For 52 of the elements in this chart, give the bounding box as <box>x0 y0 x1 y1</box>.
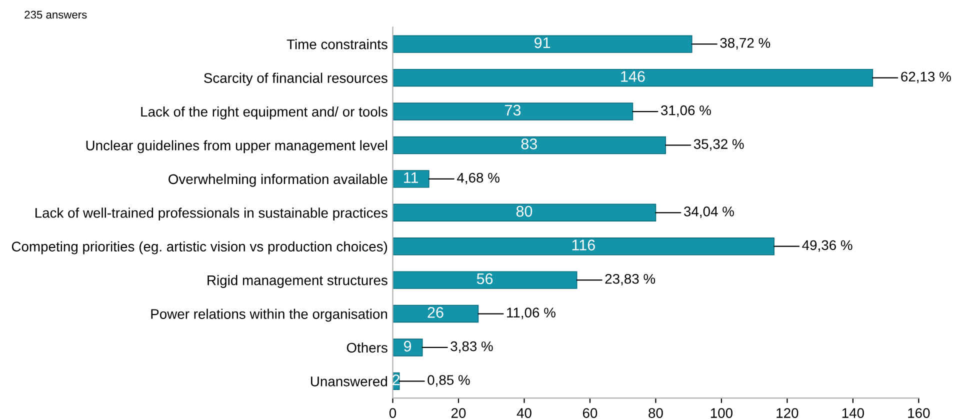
x-tick-label: 80 <box>648 408 663 418</box>
annotation: 34,04 % <box>684 206 734 218</box>
data-label: 146 <box>621 71 645 82</box>
y-tick-label: Overwhelming information available <box>168 174 388 187</box>
bar <box>392 204 656 222</box>
bar <box>392 170 430 188</box>
data-label: 73 <box>505 104 521 116</box>
annotation: 3,83 % <box>450 341 493 353</box>
data-label: 56 <box>476 273 493 284</box>
x-tick-label: 100 <box>710 408 733 418</box>
annotation: 4,68 % <box>457 172 500 184</box>
bar <box>392 338 423 356</box>
annotation: 23,83 % <box>605 274 656 286</box>
data-label: 91 <box>534 37 550 48</box>
y-tick-label: Unclear guidelines from upper management level <box>86 140 387 154</box>
data-label: 80 <box>516 206 532 217</box>
bar <box>392 136 666 154</box>
annotation: 38,72 % <box>720 38 770 50</box>
text: 235 answers <box>24 10 87 19</box>
y-tick-label: Lack of well-trained professionals in sustainable practices <box>35 208 388 221</box>
x-tick-label: 140 <box>842 408 864 418</box>
annotation: 11,06 % <box>507 308 556 320</box>
bar <box>392 271 578 289</box>
data-label: 83 <box>521 138 537 150</box>
y-tick-label: Rigid management structures <box>208 275 388 288</box>
y-tick-label: Competing priorities (eg. artistic vision vs production choices) <box>12 241 388 254</box>
annotation: 31,06 % <box>661 105 711 117</box>
bar <box>392 35 692 53</box>
y-tick-label: Time constraints <box>286 39 388 50</box>
y-tick-label: Unanswered <box>310 376 388 386</box>
bar <box>392 304 479 323</box>
data-label: 9 <box>404 340 412 352</box>
y-tick-label: Lack of the right equipment and/ or tools <box>141 106 388 120</box>
bar <box>392 102 634 120</box>
data-label: 116 <box>572 240 595 250</box>
annotation: 49,36 % <box>802 240 852 252</box>
bar <box>392 238 774 256</box>
x-tick-label: 160 <box>908 408 930 418</box>
y-tick-label: Power relations within the organisation <box>151 308 388 322</box>
y-tick-label: Others <box>346 342 388 353</box>
annotation: 35,32 % <box>694 139 744 151</box>
data-label: 11 <box>404 172 418 183</box>
x-tick-label: 40 <box>516 408 532 418</box>
annotation: 62,13 % <box>901 72 951 84</box>
annotation: 0,85 % <box>428 375 470 387</box>
bar <box>392 68 874 87</box>
y-tick-label: Scarcity of financial resources <box>204 72 388 86</box>
x-tick-label: 120 <box>776 408 798 418</box>
x-tick-label: 0 <box>389 408 396 418</box>
x-tick-label: 60 <box>582 408 598 418</box>
data-label: 26 <box>428 307 444 318</box>
x-tick-label: 20 <box>451 408 466 418</box>
